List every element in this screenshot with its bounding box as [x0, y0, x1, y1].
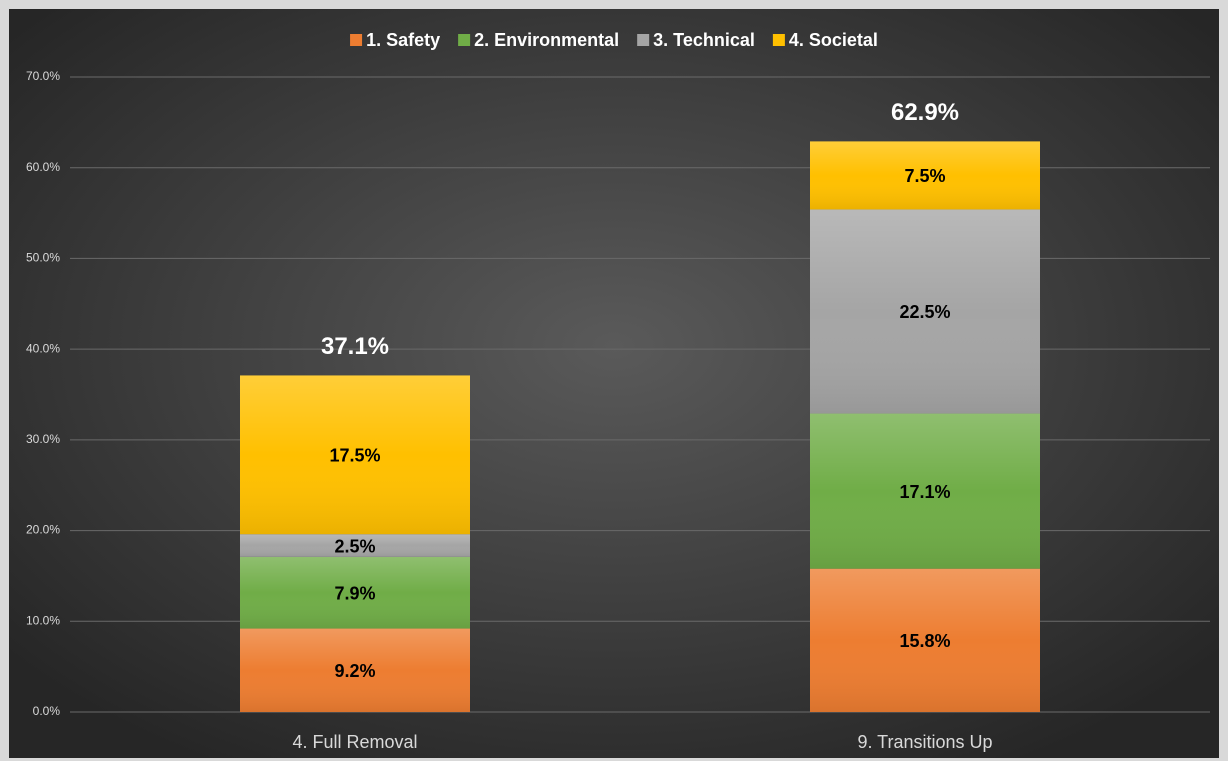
data-label: 2.5%: [334, 536, 375, 556]
legend-label: 2. Environmental: [474, 30, 619, 50]
legend-label: 3. Technical: [653, 30, 755, 50]
bar-shade: [810, 209, 1040, 414]
y-tick-label: 50.0%: [26, 251, 60, 265]
x-tick-label: 4. Full Removal: [292, 732, 417, 752]
data-label: 9.2%: [334, 661, 375, 681]
bar-shade: [810, 413, 1040, 569]
x-tick-label: 9. Transitions Up: [857, 732, 992, 752]
data-label: 15.8%: [899, 631, 950, 651]
legend-swatch: [637, 34, 650, 46]
data-label: 7.9%: [334, 583, 375, 603]
y-tick-label: 70.0%: [26, 69, 60, 83]
y-tick-label: 10.0%: [26, 613, 60, 627]
data-label: 17.5%: [329, 446, 380, 466]
legend-swatch: [772, 34, 785, 46]
y-tick-label: 0.0%: [33, 704, 61, 718]
data-label: 22.5%: [899, 302, 950, 322]
legend-label: 1. Safety: [366, 30, 440, 50]
y-tick-label: 60.0%: [26, 160, 60, 174]
total-label: 37.1%: [321, 333, 389, 360]
y-tick-label: 40.0%: [26, 341, 60, 355]
bar-shade: [240, 375, 470, 535]
y-tick-label: 20.0%: [26, 523, 60, 537]
legend-swatch: [458, 34, 471, 46]
data-label: 7.5%: [904, 166, 945, 186]
bar-shade: [240, 628, 470, 712]
legend-label: 4. Societal: [789, 30, 878, 50]
bar-shade: [810, 568, 1040, 712]
y-tick-label: 30.0%: [26, 432, 60, 446]
bar-shade: [240, 556, 470, 629]
legend-swatch: [350, 34, 363, 46]
bar-shade: [810, 141, 1040, 210]
bar-shade: [240, 534, 470, 557]
data-label: 17.1%: [899, 482, 950, 502]
total-label: 62.9%: [891, 99, 959, 126]
